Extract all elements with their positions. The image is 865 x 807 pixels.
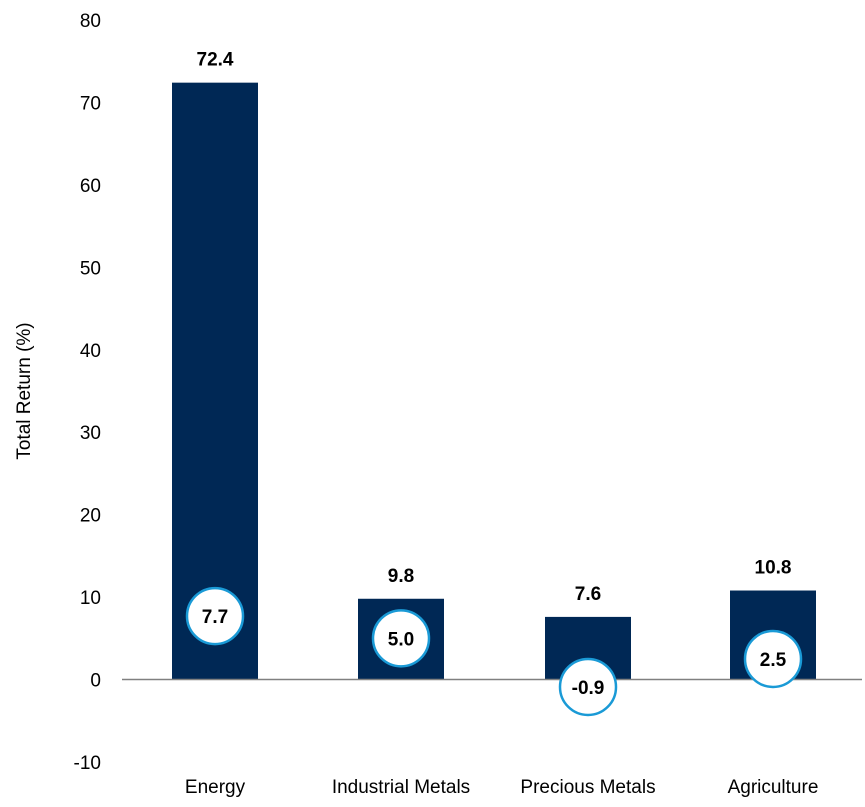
y-tick-label: 0 [90, 671, 101, 692]
y-tick-label: 20 [80, 506, 101, 527]
y-tick-label: 10 [80, 588, 101, 609]
bubble-value-label: 7.7 [202, 607, 228, 628]
y-tick-label: 40 [80, 341, 101, 362]
bubble-value-label: 2.5 [760, 650, 787, 671]
bar-value-label: 72.4 [197, 50, 234, 71]
y-tick-label: -10 [74, 753, 101, 774]
bar-value-label: 9.8 [388, 566, 414, 587]
y-tick-label: 30 [80, 423, 101, 444]
y-tick-label: 60 [80, 176, 101, 197]
bars [172, 82, 816, 680]
bubble-markers: 7.7 5.0 -0.9 2.5 [185, 586, 803, 717]
bubble-marker [558, 657, 618, 717]
bubble-value-label: 5.0 [388, 629, 414, 650]
bubble-marker [743, 629, 803, 689]
bar-value-label: 10.8 [755, 558, 792, 579]
category-label: Energy [185, 777, 246, 798]
category-label: Industrial Metals [332, 777, 470, 798]
y-axis-ticks: -10 0 10 20 30 40 50 60 70 80 [74, 11, 101, 774]
category-labels: Energy Industrial Metals Precious Metals Ag… [185, 777, 819, 798]
y-axis-title: Total Return (%) [14, 322, 35, 459]
y-tick-label: 70 [80, 93, 101, 114]
y-tick-label: 50 [80, 258, 101, 279]
bar-value-label: 7.6 [575, 584, 601, 605]
category-label: Agriculture [728, 777, 819, 798]
y-tick-label: 80 [80, 11, 101, 32]
bubble-value-label: -0.9 [572, 678, 605, 699]
bubble-marker [371, 609, 431, 668]
bar-value-labels: 72.4 9.8 7.6 10.8 [197, 50, 792, 605]
bar-energy [172, 82, 258, 680]
bubble-marker [185, 586, 245, 646]
category-label: Precious Metals [520, 777, 655, 798]
